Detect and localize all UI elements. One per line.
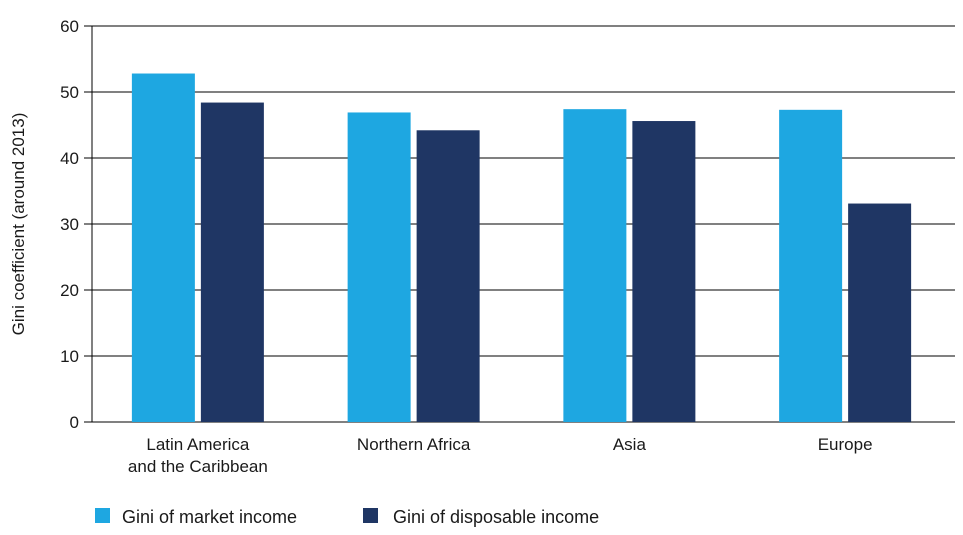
bar-market-0 (131, 73, 195, 423)
x-category-label: Europe (818, 435, 873, 454)
x-category-label: and the Caribbean (128, 457, 268, 476)
legend-swatch-0 (95, 508, 110, 523)
y-tick-label: 20 (60, 281, 79, 300)
legend: Gini of market income Gini of disposable … (95, 507, 599, 527)
y-tick-label: 30 (60, 215, 79, 234)
bar-disposable-1 (416, 130, 480, 422)
bars (131, 73, 912, 423)
y-axis-title: Gini coefficient (around 2013) (9, 113, 28, 336)
bar-disposable-0 (200, 102, 264, 422)
y-tick-label: 50 (60, 83, 79, 102)
x-axis-category-labels: Latin America and the Caribbean Northern A… (128, 435, 873, 476)
y-tick-label: 40 (60, 149, 79, 168)
bar-disposable-3 (848, 203, 912, 422)
x-category-label: Northern Africa (357, 435, 471, 454)
x-category-label: Latin America (146, 435, 250, 454)
bar-market-1 (347, 112, 411, 423)
legend-label-0: Gini of market income (122, 507, 297, 527)
bar-disposable-2 (632, 121, 696, 422)
y-tick-label: 0 (70, 413, 79, 432)
y-tick-label: 60 (60, 17, 79, 36)
legend-label-1: Gini of disposable income (393, 507, 599, 527)
y-axis-ticks: 0 10 20 30 40 50 60 (60, 17, 79, 432)
x-category-label: Asia (613, 435, 647, 454)
bar-market-3 (779, 109, 843, 422)
bar-market-2 (563, 109, 627, 422)
legend-swatch-1 (363, 508, 378, 523)
y-tick-label: 10 (60, 347, 79, 366)
